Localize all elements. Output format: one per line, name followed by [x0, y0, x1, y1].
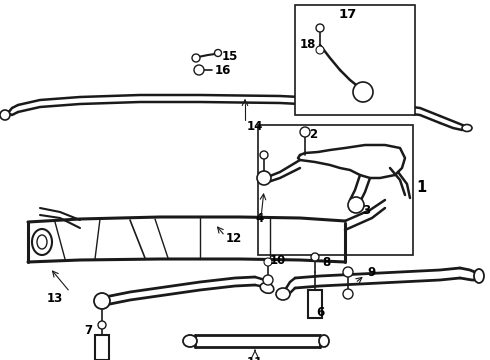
- Text: 1: 1: [416, 180, 426, 195]
- Text: 16: 16: [215, 64, 231, 77]
- Text: 13: 13: [47, 292, 63, 305]
- Text: 7: 7: [84, 324, 92, 337]
- Circle shape: [192, 54, 200, 62]
- Circle shape: [348, 197, 364, 213]
- Circle shape: [98, 321, 106, 329]
- Circle shape: [260, 151, 268, 159]
- Ellipse shape: [319, 335, 329, 347]
- Bar: [308, 290, 322, 318]
- Circle shape: [194, 65, 204, 75]
- Text: 14: 14: [247, 120, 264, 132]
- Bar: [95, 335, 109, 360]
- Text: 11: 11: [247, 356, 263, 360]
- Text: 6: 6: [316, 306, 324, 319]
- Text: 10: 10: [270, 253, 286, 266]
- Text: 9: 9: [367, 266, 375, 279]
- Text: 12: 12: [226, 231, 242, 244]
- Ellipse shape: [37, 235, 47, 249]
- Circle shape: [257, 171, 271, 185]
- Bar: [295, 5, 415, 115]
- Circle shape: [300, 127, 310, 137]
- Text: 4: 4: [255, 211, 263, 225]
- Text: 3: 3: [362, 203, 370, 216]
- Ellipse shape: [474, 269, 484, 283]
- Circle shape: [0, 110, 10, 120]
- Text: 18: 18: [300, 39, 317, 51]
- Circle shape: [263, 275, 273, 285]
- Circle shape: [94, 293, 110, 309]
- Ellipse shape: [260, 283, 274, 293]
- Text: 15: 15: [222, 49, 238, 63]
- Ellipse shape: [276, 288, 290, 300]
- Circle shape: [343, 267, 353, 277]
- Bar: [258, 125, 413, 255]
- Circle shape: [343, 289, 353, 299]
- Text: 17: 17: [339, 8, 357, 21]
- Circle shape: [264, 258, 272, 266]
- Circle shape: [215, 49, 221, 57]
- Circle shape: [316, 46, 324, 54]
- Ellipse shape: [462, 125, 472, 131]
- Circle shape: [353, 82, 373, 102]
- Circle shape: [311, 253, 319, 261]
- Ellipse shape: [32, 229, 52, 255]
- Circle shape: [316, 24, 324, 32]
- Ellipse shape: [183, 335, 197, 347]
- Text: 2: 2: [309, 129, 317, 141]
- Text: 8: 8: [322, 256, 330, 269]
